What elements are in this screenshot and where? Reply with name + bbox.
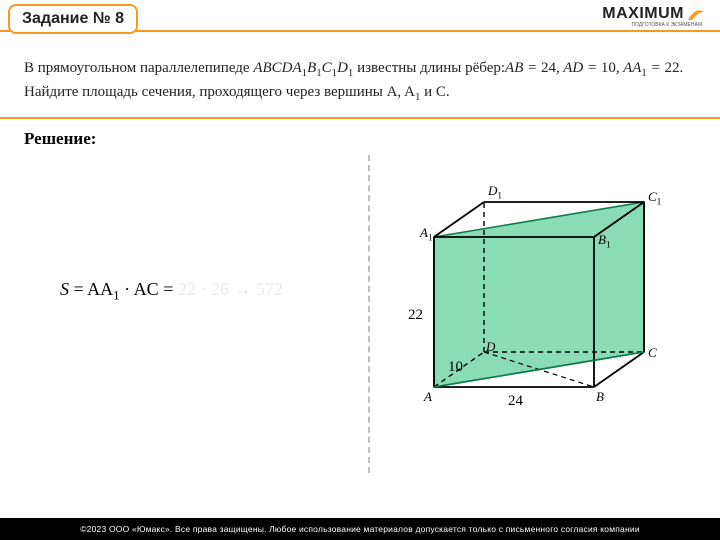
solution-heading: Решение: [0,125,720,149]
logo-subtitle: ПОДГОТОВКА К ЭКЗАМЕНАМ [632,22,702,28]
area-formula: S = AA1 · AC = 22 · 26 → 572 [60,279,283,304]
brand-logo: MAXIMUM [602,4,706,24]
task-badge: Задание № 8 [8,4,138,34]
vertex-c1: C1 [648,189,661,208]
separator [0,117,720,119]
vertex-a: A [424,389,432,405]
vertex-b1: B1 [598,232,611,251]
vertex-d: D [486,339,495,355]
logo-swoosh-icon [686,4,706,24]
vertex-c: C [648,345,657,361]
dim-width: 24 [508,393,523,410]
dim-height: 22 [408,307,423,324]
logo-text: MAXIMUM [602,5,684,23]
vertex-b: B [596,389,604,405]
dim-depth: 10 [448,359,463,376]
vertex-a1: A1 [420,225,433,244]
vertex-d1: D1 [488,183,502,202]
parallelepiped-diagram: A B C D A1 B1 C1 D1 22 24 10 [394,167,684,427]
copyright-footer: ©2023 ООО «Юмакс». Все права защищены. Л… [0,518,720,540]
problem-text: В прямоугольном параллелепипеде ABCDA1B1… [0,42,720,113]
solution-body: S = AA1 · AC = 22 · 26 → 572 A B C D A1 … [0,149,720,479]
column-divider [368,155,370,473]
